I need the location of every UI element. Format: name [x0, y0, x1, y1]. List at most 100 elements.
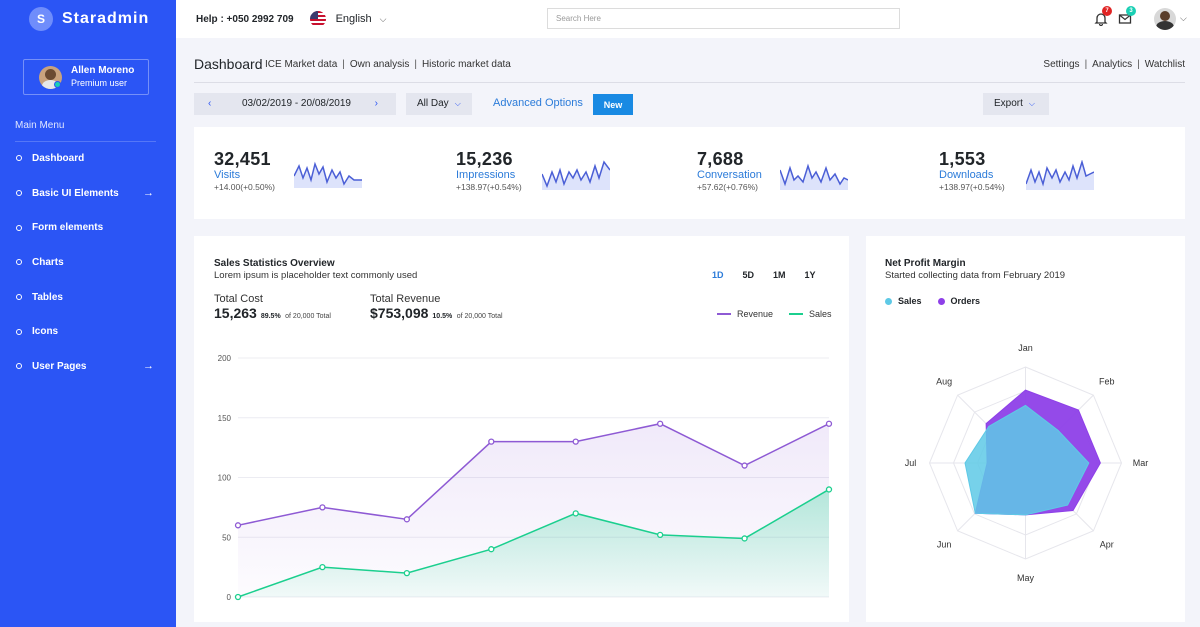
link-watchlist[interactable]: Watchlist	[1144, 59, 1185, 70]
stat-change: +57.62(+0.76%)	[697, 182, 758, 192]
radar-axis-label: May	[1017, 573, 1035, 583]
language-select[interactable]: English	[335, 13, 372, 25]
sidebar-item-label: User Pages	[32, 360, 87, 372]
legend-orders: Orders	[950, 296, 981, 306]
header-right-links: Settings | Analytics | Watchlist	[1043, 59, 1185, 70]
separator: |	[414, 59, 417, 70]
radar-axis-label: Apr	[1100, 539, 1114, 549]
y-tick-label: 200	[218, 354, 232, 363]
data-point	[741, 462, 748, 469]
y-tick-label: 150	[218, 414, 232, 423]
tab-1d[interactable]: 1D	[712, 270, 724, 280]
profile-role: Premium user	[71, 78, 128, 88]
chevron-down-icon[interactable]: ⌵	[379, 13, 387, 24]
page-header: Dashboard ICE Market data | Own analysis | H…	[194, 55, 1185, 83]
data-point	[572, 510, 579, 517]
link-ice-market-data[interactable]: ICE Market data	[265, 59, 338, 70]
circle-icon	[16, 294, 22, 301]
y-tick-label: 100	[218, 474, 232, 483]
sidebar-item-basic-ui[interactable]: Basic UI Elements →	[0, 176, 176, 211]
metric-of: of 20,000 Total	[456, 313, 503, 320]
stat-label: Downloads	[939, 169, 994, 181]
data-point	[572, 438, 579, 445]
link-settings[interactable]: Settings	[1043, 59, 1080, 70]
tab-1y[interactable]: 1Y	[804, 270, 816, 280]
mail-icon[interactable]	[1118, 12, 1132, 26]
message-badge: 3	[1126, 6, 1136, 16]
separator: |	[1084, 59, 1088, 70]
sidebar-item-dashboard[interactable]: Dashboard	[0, 141, 176, 176]
y-tick-label: 0	[227, 593, 232, 602]
sidebar-item-icons[interactable]: Icons	[0, 314, 176, 349]
chevron-down-icon: ⌵	[1028, 99, 1035, 108]
legend-swatch-sales	[789, 313, 804, 315]
circle-icon	[16, 259, 22, 266]
online-status-dot	[54, 81, 61, 88]
stat-value: 7,688	[697, 149, 744, 169]
new-button[interactable]: New	[593, 94, 633, 115]
circle-icon	[16, 155, 22, 162]
link-own-analysis[interactable]: Own analysis	[349, 59, 410, 70]
metric-value: 15,263	[214, 305, 257, 321]
data-point	[656, 420, 664, 427]
brand[interactable]: S Staradmin	[0, 0, 176, 38]
chevron-right-icon[interactable]: ›	[374, 98, 378, 109]
stat-label: Impressions	[456, 169, 516, 181]
sidebar-item-label: Dashboard	[32, 152, 85, 164]
sidebar-item-label: Charts	[32, 256, 64, 268]
all-day-dropdown[interactable]: All Day ⌵	[406, 93, 472, 115]
menu-title: Main Menu	[15, 120, 65, 131]
net-profit-radar-chart: Jan Feb Mar Apr May Jun Jul Aug	[905, 343, 1149, 583]
circle-icon	[16, 224, 22, 231]
sparkline	[542, 160, 610, 190]
separator: |	[1137, 59, 1140, 70]
sidebar-item-tables[interactable]: Tables	[0, 280, 176, 315]
separator: |	[342, 59, 345, 70]
data-point	[234, 522, 242, 529]
card-title: Net Profit Margin	[885, 258, 966, 269]
sidebar-item-charts[interactable]: Charts	[0, 245, 176, 280]
header-links: ICE Market data | Own analysis | Historic ma…	[265, 59, 511, 70]
legend-revenue: Revenue	[737, 309, 774, 319]
date-range-picker[interactable]: ‹ 03/02/2019 - 20/08/2019 ›	[194, 93, 396, 115]
profile-card[interactable]: Allen Moreno Premium user	[23, 59, 149, 95]
tab-1m[interactable]: 1M	[773, 270, 786, 280]
data-point	[488, 438, 495, 445]
profile-name: Allen Moreno	[71, 65, 135, 76]
link-historic-market-data[interactable]: Historic market data	[421, 59, 511, 70]
sparkline	[1026, 160, 1094, 190]
stat-change: +138.97(+0.54%)	[939, 182, 1005, 192]
stat-downloads: 1,553 Downloads +138.97(+0.54%)	[939, 149, 1139, 209]
sales-area-chart: 0 50 100 150 200	[218, 354, 833, 602]
sales-statistics-card: Sales Statistics Overview Lorem ipsum is…	[194, 236, 849, 622]
sparkline	[294, 161, 362, 188]
sidebar-item-user-pages[interactable]: User Pages →	[0, 349, 176, 384]
sidebar-item-form-elements[interactable]: Form elements	[0, 210, 176, 245]
us-flag-icon[interactable]	[309, 11, 326, 27]
stat-label: Visits	[214, 169, 241, 181]
legend-sales: Sales	[898, 296, 922, 306]
card-subtitle: Started collecting data from February 20…	[885, 270, 1066, 281]
chevron-left-icon[interactable]: ‹	[208, 98, 212, 109]
metric-value: $753,098	[370, 305, 429, 321]
date-range-text: 03/02/2019 - 20/08/2019	[242, 98, 351, 109]
export-dropdown[interactable]: Export ⌵	[983, 93, 1049, 115]
radar-axis-label: Jan	[1018, 343, 1033, 353]
menu-divider	[15, 141, 156, 142]
notification-badge: 7	[1102, 6, 1112, 16]
tab-5d[interactable]: 5D	[742, 270, 755, 280]
metric-of: of 20,000 Total	[285, 313, 331, 320]
advanced-options-link[interactable]: Advanced Options	[493, 97, 583, 109]
data-point	[403, 569, 411, 577]
link-analytics[interactable]: Analytics	[1092, 59, 1133, 70]
sidebar-item-label: Tables	[32, 291, 63, 303]
series-area-sales	[238, 489, 829, 597]
chevron-down-icon[interactable]: ⌵	[1180, 13, 1187, 23]
radar-axis-label: Mar	[1133, 458, 1149, 468]
radar-axis-label: Jun	[937, 539, 952, 549]
user-avatar[interactable]	[1154, 8, 1176, 30]
search-input[interactable]	[547, 8, 900, 29]
data-point	[234, 593, 242, 601]
arrow-right-icon: →	[143, 187, 154, 200]
stat-visits: 32,451 Visits +14.00(+0.50%)	[214, 149, 414, 209]
